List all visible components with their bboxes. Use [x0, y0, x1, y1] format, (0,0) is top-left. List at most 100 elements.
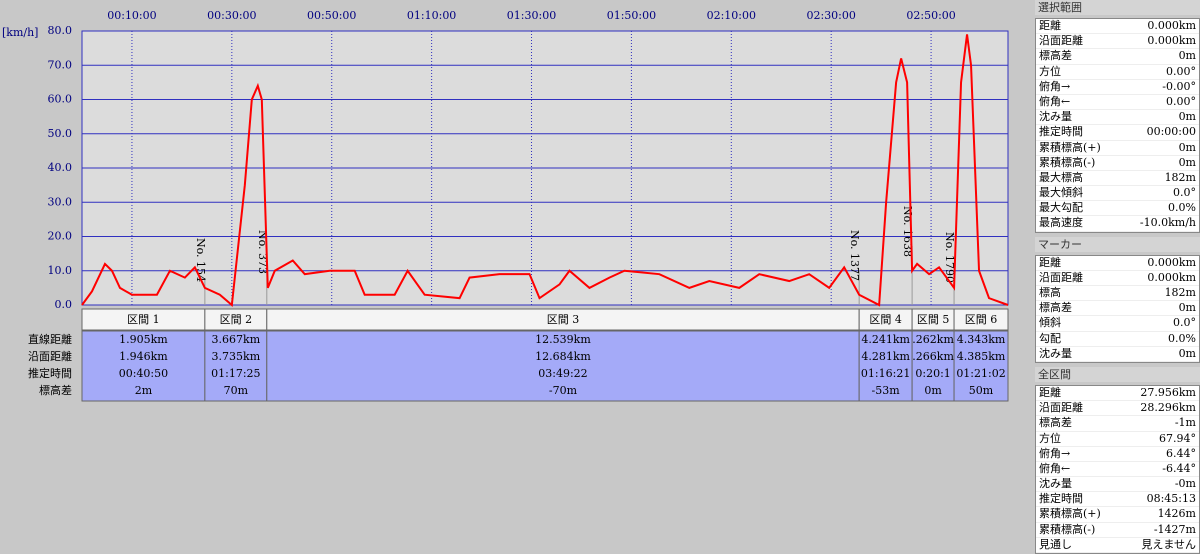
- info-row: 俯角← 0.00°: [1036, 94, 1199, 111]
- info-row: 累積標高(+) 1426m: [1036, 507, 1199, 523]
- section-body: [911, 330, 955, 402]
- info-row: 方位 0.00°: [1036, 65, 1199, 80]
- info-row: 最大標高 182m: [1036, 170, 1199, 187]
- info-label: 俯角←: [1039, 94, 1071, 108]
- info-label: 方位: [1039, 431, 1061, 445]
- row-label: 標高差: [39, 383, 72, 397]
- y-tick-label: 60.0: [48, 93, 73, 106]
- info-row: 俯角← -6.44°: [1036, 461, 1199, 478]
- section-value: 0m: [924, 384, 942, 397]
- section-value: -70m: [549, 384, 578, 397]
- section-value: 01:21:02: [956, 367, 1005, 380]
- info-label: 距離: [1039, 385, 1061, 399]
- section-body: [204, 330, 268, 402]
- section-body: [266, 330, 860, 402]
- marker-label: No. 154: [194, 238, 207, 282]
- section-value: .266km: [912, 350, 954, 363]
- y-tick-label: 0.0: [55, 298, 73, 311]
- section-value: .262km: [912, 333, 954, 346]
- info-value: 1426m: [1157, 507, 1196, 521]
- info-label: 標高: [1039, 286, 1061, 299]
- section-value: 50m: [969, 384, 994, 397]
- x-tick-label: 01:50:00: [607, 9, 656, 22]
- info-row: 沿面距離 0.000km: [1036, 34, 1199, 50]
- y-tick-label: 80.0: [48, 24, 73, 37]
- group-title: マーカー: [1035, 236, 1200, 252]
- chart: [km/h] 0.0 10.0 20.0 30.0 40.0 50.0 60.0 70.0 80…: [2, 9, 1009, 402]
- info-label: 沿面距離: [1039, 270, 1083, 284]
- info-label: 最大標高: [1039, 170, 1083, 184]
- info-row: 標高差 0m: [1036, 301, 1199, 317]
- info-label: 沈み量: [1039, 477, 1072, 491]
- section-value: -53m: [872, 384, 901, 397]
- info-value: -1m: [1174, 416, 1196, 430]
- info-row: 累積標高(-) 0m: [1036, 156, 1199, 171]
- info-value: 0m: [1178, 49, 1196, 63]
- info-label: 標高差: [1039, 301, 1072, 315]
- speed-line: [81, 34, 1009, 307]
- section-value: 1.946km: [119, 350, 168, 363]
- info-row: 累積標高(+) 0m: [1036, 141, 1199, 156]
- info-label: 距離: [1039, 255, 1061, 269]
- x-tick-label: 01:30:00: [507, 9, 556, 22]
- section-value: 00:40:50: [119, 367, 168, 380]
- y-tick-label: 10.0: [48, 264, 73, 277]
- info-value: 0.0°: [1173, 316, 1196, 330]
- info-row: 最大勾配 0.0%: [1036, 201, 1199, 217]
- info-value: 0m: [1178, 140, 1196, 154]
- section-body: [953, 330, 1009, 402]
- info-row: 距離 0.000km: [1036, 19, 1199, 35]
- info-label: 俯角←: [1039, 461, 1071, 475]
- section-name: 区間 3: [547, 313, 580, 326]
- group-title: 選択範囲: [1035, 0, 1200, 15]
- info-value: 0m: [1178, 110, 1196, 124]
- info-value: -6.44°: [1162, 461, 1196, 475]
- info-label: 見通し: [1039, 537, 1072, 551]
- info-label: 最大傾斜: [1039, 186, 1083, 200]
- info-row: 距離 27.956km: [1036, 385, 1199, 402]
- info-label: 累積標高(+): [1039, 140, 1101, 154]
- info-row: 沿面距離 28.296km: [1036, 401, 1199, 417]
- info-value: 見えません: [1141, 537, 1196, 551]
- info-row: 勾配 0.0%: [1036, 332, 1199, 347]
- y-tick-label: 70.0: [48, 58, 73, 71]
- marker-label: No. 1790: [943, 232, 956, 283]
- info-value: 28.296km: [1140, 401, 1196, 415]
- info-label: 沿面距離: [1039, 401, 1083, 415]
- section-body: [81, 330, 206, 402]
- info-row: 沿面距離 0.000km: [1036, 271, 1199, 286]
- section-name: 区間 1: [127, 313, 160, 326]
- info-row: 最高速度 -10.0km/h: [1036, 216, 1199, 232]
- section-value: 01:17:25: [211, 367, 260, 380]
- section-name: 区間 5: [917, 313, 950, 326]
- y-tick-label: 20.0: [48, 230, 73, 243]
- section-value: 4.241km: [861, 333, 910, 346]
- section-name: 区間 4: [869, 313, 902, 326]
- x-tick-label: 02:50:00: [906, 9, 955, 22]
- info-row: 標高 182m: [1036, 286, 1199, 302]
- info-value: 0.000km: [1147, 19, 1196, 32]
- info-value: 27.956km: [1140, 385, 1196, 399]
- group-box: 距離 27.956km 沿面距離 28.296km 標高差 -1m 方位 67.94° 俯角→ 6…: [1035, 384, 1200, 554]
- group-title: 全区間: [1035, 366, 1200, 382]
- x-tick-label: 00:10:00: [107, 9, 156, 22]
- x-tick-label: 01:10:00: [407, 9, 456, 22]
- info-value: 0.0%: [1168, 331, 1196, 345]
- group-box: 距離 0.000km 沿面距離 0.000km 標高 182m 標高差 0m 傾斜 0.0° 勾配 0…: [1035, 254, 1200, 363]
- info-label: 俯角→: [1039, 79, 1071, 93]
- info-row: 標高差 0m: [1036, 49, 1199, 65]
- info-row: 俯角→ 6.44°: [1036, 447, 1199, 462]
- info-value: 182m: [1164, 170, 1196, 184]
- info-value: 0.000km: [1147, 270, 1196, 284]
- info-value: 0.000km: [1147, 255, 1196, 269]
- info-value: -0.00°: [1162, 79, 1196, 93]
- marker-label: No. 1377: [848, 230, 861, 281]
- section-value: 2m: [135, 384, 153, 397]
- section-value: 4.343km: [957, 333, 1006, 346]
- info-label: 最高速度: [1039, 216, 1083, 230]
- section-value: 0:20:1: [915, 367, 950, 380]
- info-row: 推定時間 08:45:13: [1036, 492, 1199, 508]
- info-value: 182m: [1164, 286, 1196, 299]
- row-label: 沿面距離: [28, 349, 72, 363]
